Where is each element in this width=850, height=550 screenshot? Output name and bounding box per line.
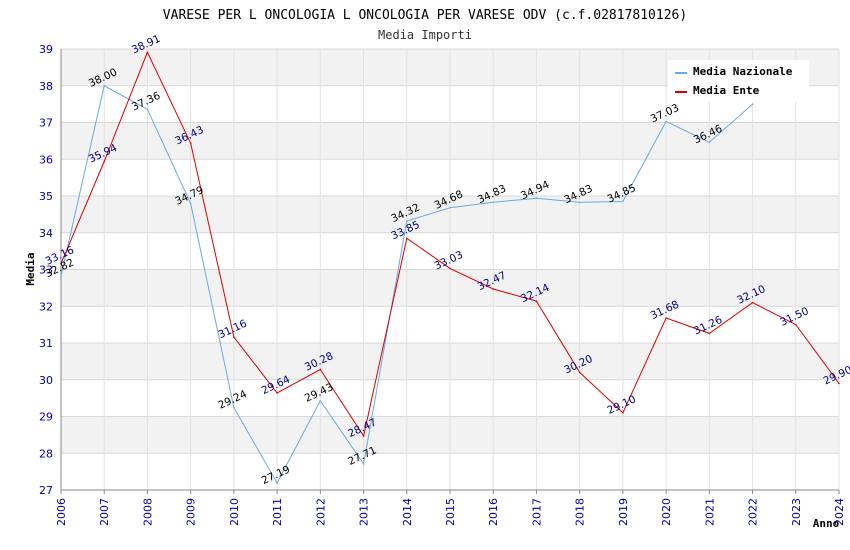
data-point (405, 220, 408, 222)
chart-subtitle: Media Importi (378, 28, 472, 42)
data-point (751, 301, 754, 304)
data-point (362, 463, 365, 465)
y-tick-label: 30 (39, 374, 53, 387)
legend-label-nazionale: Media Nazionale (693, 65, 793, 78)
x-axis-label: Anno (813, 517, 840, 530)
legend: Media Nazionale Media Ente (668, 60, 809, 102)
data-point (189, 142, 192, 145)
x-tick-label: 2012 (314, 498, 327, 526)
x-tick-label: 2016 (487, 498, 500, 526)
x-tick-label: 2008 (141, 498, 154, 526)
chart-title: VARESE PER L ONCOLOGIA L ONCOLOGIA PER V… (163, 8, 687, 23)
data-point (622, 200, 624, 203)
data-point (362, 435, 365, 437)
x-tick-label: 2013 (358, 498, 371, 526)
data-point (665, 317, 667, 319)
data-point (708, 141, 711, 144)
x-tick-label: 2017 (530, 498, 543, 526)
x-tick-label: 2007 (98, 498, 111, 526)
data-point (751, 103, 754, 105)
data-point (449, 206, 451, 209)
data-point (492, 201, 495, 204)
data-point (189, 202, 192, 205)
y-tick-label: 36 (39, 153, 53, 166)
y-tick-label: 33 (39, 264, 53, 277)
y-axis-label: Media (24, 252, 37, 285)
data-point (665, 120, 667, 123)
data-point (622, 412, 624, 414)
data-point (319, 368, 322, 371)
x-tick-label: 2006 (55, 498, 68, 526)
legend-box (668, 60, 809, 102)
data-point (535, 197, 538, 200)
y-tick-label: 31 (39, 337, 53, 350)
x-tick-label: 2009 (185, 498, 198, 526)
data-point (276, 482, 278, 484)
data-point (535, 300, 538, 302)
y-tick-label: 38 (39, 80, 53, 93)
x-tick-label: 2015 (444, 498, 457, 526)
x-tick-label: 2024 (833, 498, 846, 526)
data-point (233, 406, 235, 409)
y-tick-label: 27 (39, 484, 53, 497)
data-point (146, 51, 149, 54)
data-point (578, 201, 581, 204)
y-tick-label: 39 (39, 43, 53, 56)
data-point (708, 332, 711, 335)
y-tick-label: 37 (39, 117, 53, 130)
y-tick-label: 28 (39, 447, 53, 460)
data-point (319, 399, 322, 402)
gridlines (60, 48, 840, 491)
data-point (233, 336, 235, 338)
series-layer (60, 51, 840, 485)
x-tick-label: 2021 (703, 498, 716, 526)
x-tick-label: 2022 (747, 498, 760, 526)
x-tick-label: 2018 (574, 498, 587, 526)
data-point (60, 262, 62, 265)
data-point (103, 84, 106, 87)
data-point (578, 371, 581, 374)
x-tick-label: 2020 (660, 498, 673, 526)
x-tick-label: 2023 (790, 498, 803, 526)
y-tick-label: 32 (39, 300, 53, 313)
y-tick-label: 35 (39, 190, 53, 203)
data-point (492, 288, 495, 290)
x-tick-label: 2011 (271, 498, 284, 526)
x-tick-label: 2010 (228, 498, 241, 526)
data-point (103, 160, 106, 163)
data-point (794, 323, 797, 326)
x-tick-label: 2019 (617, 498, 630, 526)
data-point (146, 108, 149, 111)
x-tick-label: 2014 (401, 498, 414, 526)
data-point (449, 267, 451, 270)
data-point (276, 392, 278, 394)
y-tick-label: 29 (39, 411, 53, 424)
data-point (838, 382, 840, 385)
data-point (405, 237, 408, 240)
data-point (60, 275, 62, 277)
axes: 27 28 29 30 31 32 33 34 35 36 37 38 39 2006 2007 2008 20… (39, 43, 846, 526)
y-tick-label: 34 (39, 227, 53, 240)
legend-label-ente: Media Ente (693, 84, 760, 97)
